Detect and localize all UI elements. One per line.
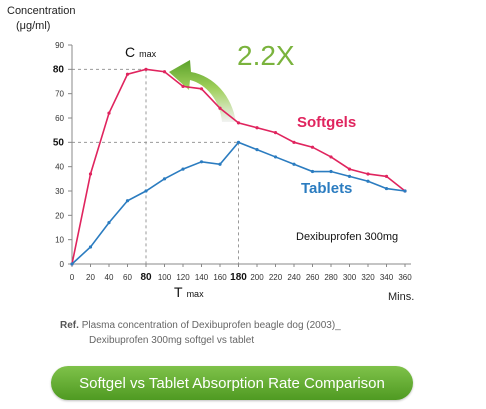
x-tick-label: 100 xyxy=(158,273,172,282)
y-tick-label: 0 xyxy=(60,260,65,269)
data-point-softgels xyxy=(310,145,315,149)
x-tick-label: 120 xyxy=(176,273,190,282)
softgels-series-label: Softgels xyxy=(297,114,356,131)
data-point-tablets xyxy=(403,189,407,193)
data-point-softgels xyxy=(199,87,204,91)
data-point-tablets xyxy=(199,160,204,164)
data-point-softgels xyxy=(236,121,241,125)
y-tick-label: 20 xyxy=(55,211,64,220)
x-tick-label: 260 xyxy=(306,273,320,282)
data-point-tablets xyxy=(162,177,167,181)
x-tick-label: 60 xyxy=(123,273,132,282)
pk-line-chart: Concentration (μg/ml) 0 10 20 30 40 50 60 70 80 9… xyxy=(7,5,414,303)
data-point-softgels xyxy=(88,172,93,176)
data-point-tablets xyxy=(310,169,315,174)
ref-line2: Dexibuprofen 300mg softgel vs tablet xyxy=(89,335,255,346)
data-point-tablets xyxy=(88,245,93,249)
x-tick-label: 340 xyxy=(380,273,394,282)
y-tick-label: 60 xyxy=(55,114,64,123)
data-point-softgels xyxy=(125,72,130,76)
data-point-tablets xyxy=(255,148,259,152)
data-point-softgels xyxy=(329,155,333,159)
y-tick-label: 80 xyxy=(53,64,65,75)
banner-label: Softgel vs Tablet Absorption Rate Compar… xyxy=(79,374,385,392)
x-axis-unit: Mins. xyxy=(388,291,414,303)
x-ticks: 0 20 40 60 80 100 120 140 160 180 200 220 240 260 280 3… xyxy=(70,264,412,283)
comparison-banner: Softgel vs Tablet Absorption Rate Compar… xyxy=(51,366,413,400)
data-point-softgels xyxy=(144,67,148,71)
y-tick-label: 70 xyxy=(55,90,64,99)
data-point-softgels xyxy=(273,131,278,135)
ref-line1: Plasma concentration of Dexibuprofen bea… xyxy=(81,320,341,331)
data-point-softgels xyxy=(292,140,296,144)
data-point-tablets xyxy=(384,186,389,191)
data-point-softgels xyxy=(107,111,111,115)
x-tick-label: 80 xyxy=(140,272,152,283)
y-tick-label: 50 xyxy=(53,137,65,148)
data-point-softgels xyxy=(384,174,389,178)
x-tick-label: 320 xyxy=(361,273,375,282)
ref-tag: Ref. xyxy=(60,320,79,331)
data-point-tablets xyxy=(125,199,130,203)
data-point-tablets xyxy=(366,179,370,183)
y-ticks: 0 10 20 30 40 50 60 70 80 90 xyxy=(53,41,72,269)
x-tick-label: 280 xyxy=(324,273,338,282)
data-point-tablets xyxy=(107,221,111,225)
data-point-tablets xyxy=(329,169,333,174)
x-tick-label: 180 xyxy=(230,272,247,283)
data-point-softgels xyxy=(366,172,370,176)
data-point-softgels xyxy=(218,106,222,110)
data-point-tablets xyxy=(181,167,185,171)
y-tick-label: 10 xyxy=(55,236,64,245)
x-tick-label: 140 xyxy=(195,273,209,282)
x-tick-label: 220 xyxy=(269,273,283,282)
drug-label: Dexibuprofen 300mg xyxy=(296,231,398,243)
series-group xyxy=(70,67,407,266)
data-point-softgels xyxy=(162,70,167,74)
x-tick-label: 300 xyxy=(343,273,357,282)
x-tick-label: 20 xyxy=(86,273,95,282)
data-point-tablets xyxy=(292,162,296,166)
x-tick-label: 360 xyxy=(398,273,412,282)
y-tick-label: 40 xyxy=(55,163,64,172)
data-point-tablets xyxy=(70,262,74,266)
y-axis-title-line1: Concentration xyxy=(7,5,76,17)
x-tick-label: 40 xyxy=(105,273,114,282)
data-point-tablets xyxy=(273,155,278,159)
x-tick-label: 240 xyxy=(287,273,301,282)
y-tick-label: 30 xyxy=(55,187,64,196)
reference-note: Ref. Plasma concentration of Dexibuprofe… xyxy=(60,318,341,348)
tablets-series-label: Tablets xyxy=(301,180,352,197)
x-tick-label: 0 xyxy=(70,273,75,282)
data-point-softgels xyxy=(347,167,352,171)
axes xyxy=(71,45,411,265)
data-point-tablets xyxy=(144,189,148,193)
data-point-tablets xyxy=(236,140,241,144)
x-tick-label: 200 xyxy=(250,273,264,282)
y-tick-label: 90 xyxy=(55,41,64,50)
y-axis-title-line2: (μg/ml) xyxy=(16,20,50,32)
ratio-label: 2.2X xyxy=(237,40,295,71)
data-point-tablets xyxy=(218,162,222,166)
data-point-softgels xyxy=(255,126,259,130)
reference-lines xyxy=(72,68,239,264)
data-point-softgels xyxy=(181,84,185,88)
x-tick-label: 160 xyxy=(213,273,227,282)
data-point-tablets xyxy=(347,174,352,178)
